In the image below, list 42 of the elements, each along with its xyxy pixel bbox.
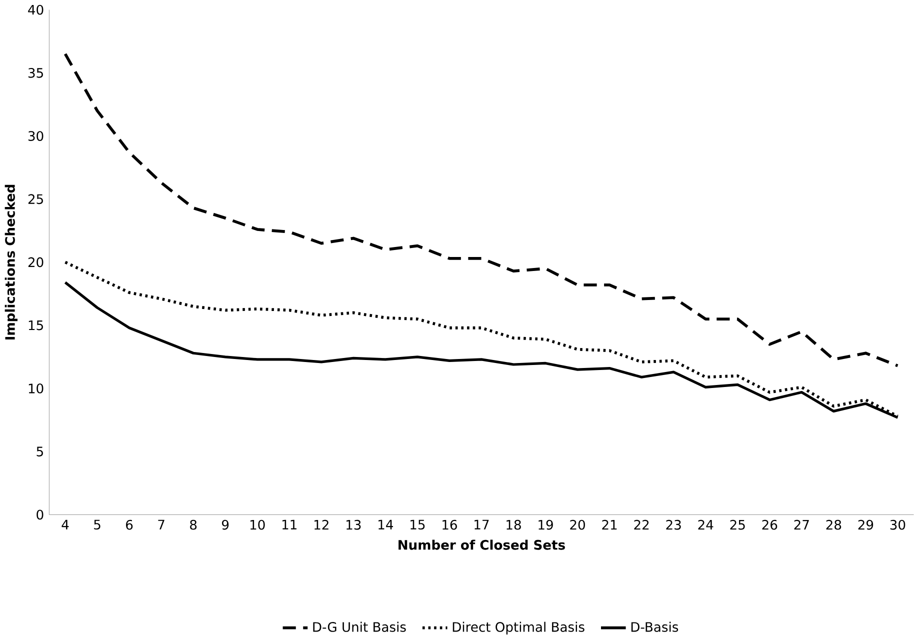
x-tick-label: 14 — [378, 520, 394, 530]
x-tick-label: 13 — [346, 520, 361, 530]
y-axis-title: Implications Checked — [4, 185, 18, 340]
x-tick-label: 27 — [794, 520, 809, 530]
legend-label: D-G Unit Basis — [313, 622, 406, 632]
x-tick-label: 11 — [282, 520, 296, 530]
x-tick-label: 25 — [730, 520, 745, 530]
legend-label: Direct Optimal Basis — [452, 622, 584, 635]
x-tick-label: 6 — [126, 520, 133, 530]
x-tick-label: 18 — [506, 520, 521, 530]
x-tick-label: 23 — [666, 520, 681, 530]
x-tick-label: 7 — [158, 520, 164, 530]
y-tick-label: 30 — [28, 131, 44, 142]
y-tick-label: 40 — [28, 4, 44, 15]
x-tick-label: 21 — [602, 520, 617, 530]
x-tick-label: 8 — [190, 520, 197, 530]
x-tick-label: 12 — [314, 520, 328, 530]
x-tick-label: 4 — [62, 520, 69, 530]
y-tick-label: 15 — [28, 320, 43, 330]
x-tick-label: 22 — [634, 520, 649, 530]
x-tick-label: 5 — [94, 520, 100, 530]
x-tick-label: 19 — [538, 520, 553, 530]
x-tick-label: 28 — [826, 520, 842, 530]
x-tick-label: 10 — [250, 520, 265, 530]
x-tick-label: 16 — [442, 520, 457, 530]
legend-label: D-Basis — [631, 622, 678, 632]
y-tick-label: 25 — [28, 194, 43, 204]
y-tick-label: 35 — [28, 68, 43, 78]
x-tick-label: 9 — [222, 520, 229, 530]
x-tick-label: 30 — [890, 520, 906, 530]
line-series — [64, 52, 900, 368]
x-axis-title: Number of Closed Sets — [398, 540, 565, 550]
y-tick-label: 0 — [36, 510, 44, 520]
y-tick-label: 10 — [28, 384, 44, 394]
x-tick-label: 29 — [858, 520, 874, 530]
x-tick-label: 15 — [410, 520, 425, 530]
x-tick-label: 20 — [570, 520, 585, 530]
y-tick-label: 5 — [36, 446, 43, 457]
x-tick-label: 17 — [474, 520, 489, 530]
y-tick-label: 20 — [28, 257, 44, 268]
x-tick-label: 24 — [698, 520, 714, 530]
x-tick-label: 26 — [762, 520, 778, 530]
